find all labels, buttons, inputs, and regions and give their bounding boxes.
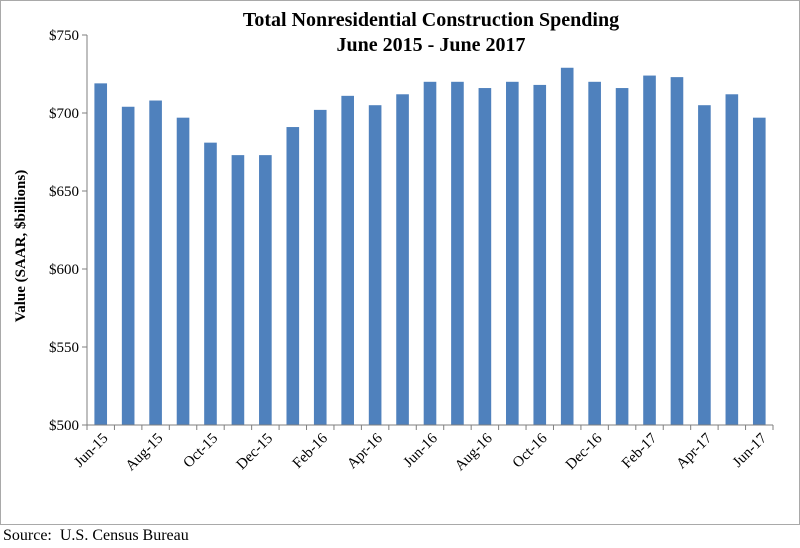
bar-Aug-16 bbox=[478, 88, 492, 425]
x-tick-label: Feb-16 bbox=[290, 430, 332, 472]
bar-Jun-17 bbox=[752, 117, 766, 426]
bar-Jun-15 bbox=[94, 83, 108, 426]
bar-Jun-16 bbox=[423, 81, 437, 426]
y-tick-label: $600 bbox=[49, 262, 79, 278]
x-tick-label: Jun-15 bbox=[71, 431, 111, 471]
x-axis-ticks: Jun-15 Aug-15 Oct-15 Dec-15 Feb-16 Apr-16 Jun-… bbox=[71, 425, 774, 475]
bar-Nov-15 bbox=[231, 155, 245, 425]
bars bbox=[94, 67, 766, 426]
bar-Aug-15 bbox=[149, 100, 162, 426]
bar-May-16 bbox=[396, 94, 409, 425]
bar-Feb-17 bbox=[643, 75, 656, 425]
bar-Mar-17 bbox=[670, 77, 684, 426]
x-tick-label: Apr-16 bbox=[344, 430, 386, 472]
x-tick-label: Apr-17 bbox=[673, 430, 715, 472]
bar-Nov-16 bbox=[560, 67, 574, 425]
x-tick-label: Dec-16 bbox=[563, 430, 606, 473]
bar-Apr-16 bbox=[368, 105, 382, 425]
y-tick-label: $500 bbox=[49, 418, 79, 434]
chart-title-line2: June 2015 - June 2017 bbox=[337, 34, 526, 56]
y-axis-ticks: $500 $550 $600 $650 $700 $750 bbox=[49, 28, 87, 434]
bar-Oct-15 bbox=[204, 142, 217, 425]
bar-chart: Total Nonresidential Construction Spendi… bbox=[13, 9, 774, 475]
bar-Jan-16 bbox=[286, 127, 300, 425]
y-tick-label: $650 bbox=[49, 184, 79, 200]
y-axis-label: Value (SAAR, $billions) bbox=[13, 170, 29, 322]
bar-Jul-15 bbox=[121, 106, 135, 425]
bar-Sep-15 bbox=[176, 117, 190, 426]
x-tick-label: Aug-16 bbox=[452, 430, 496, 474]
chart-title-line1: Total Nonresidential Construction Spendi… bbox=[243, 9, 619, 31]
bar-Oct-16 bbox=[533, 84, 547, 426]
x-tick-label: Dec-15 bbox=[234, 431, 277, 474]
bar-Mar-16 bbox=[341, 95, 354, 425]
chart-frame: Total Nonresidential Construction Spendi… bbox=[0, 0, 800, 525]
bar-Dec-15 bbox=[259, 155, 272, 425]
x-tick-label: Aug-15 bbox=[123, 431, 167, 475]
bar-Feb-16 bbox=[313, 109, 327, 425]
x-tick-label: Jun-17 bbox=[730, 430, 771, 471]
y-tick-label: $700 bbox=[49, 106, 79, 122]
x-tick-label: Jun-16 bbox=[401, 430, 442, 471]
bar-Apr-17 bbox=[698, 105, 711, 425]
bar-Jan-17 bbox=[615, 88, 629, 425]
x-tick-label: Feb-17 bbox=[619, 430, 661, 472]
bar-Sep-16 bbox=[506, 81, 519, 426]
y-tick-label: $550 bbox=[49, 340, 79, 356]
x-tick-label: Oct-15 bbox=[181, 431, 222, 472]
bar-May-17 bbox=[725, 94, 739, 425]
bar-Jul-16 bbox=[451, 81, 464, 426]
x-tick-label: Oct-16 bbox=[510, 430, 551, 471]
bar-Dec-16 bbox=[588, 81, 601, 426]
y-tick-label: $750 bbox=[49, 28, 79, 44]
source-note: Source: U.S. Census Bureau bbox=[3, 527, 189, 544]
